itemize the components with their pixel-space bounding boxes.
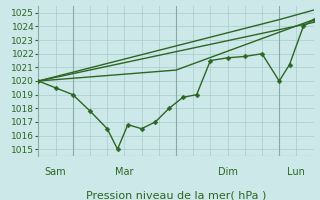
Text: Dim: Dim <box>218 167 237 177</box>
Text: Lun: Lun <box>287 167 305 177</box>
Text: Mar: Mar <box>115 167 134 177</box>
Text: Sam: Sam <box>45 167 67 177</box>
Text: Pression niveau de la mer( hPa ): Pression niveau de la mer( hPa ) <box>86 190 266 200</box>
